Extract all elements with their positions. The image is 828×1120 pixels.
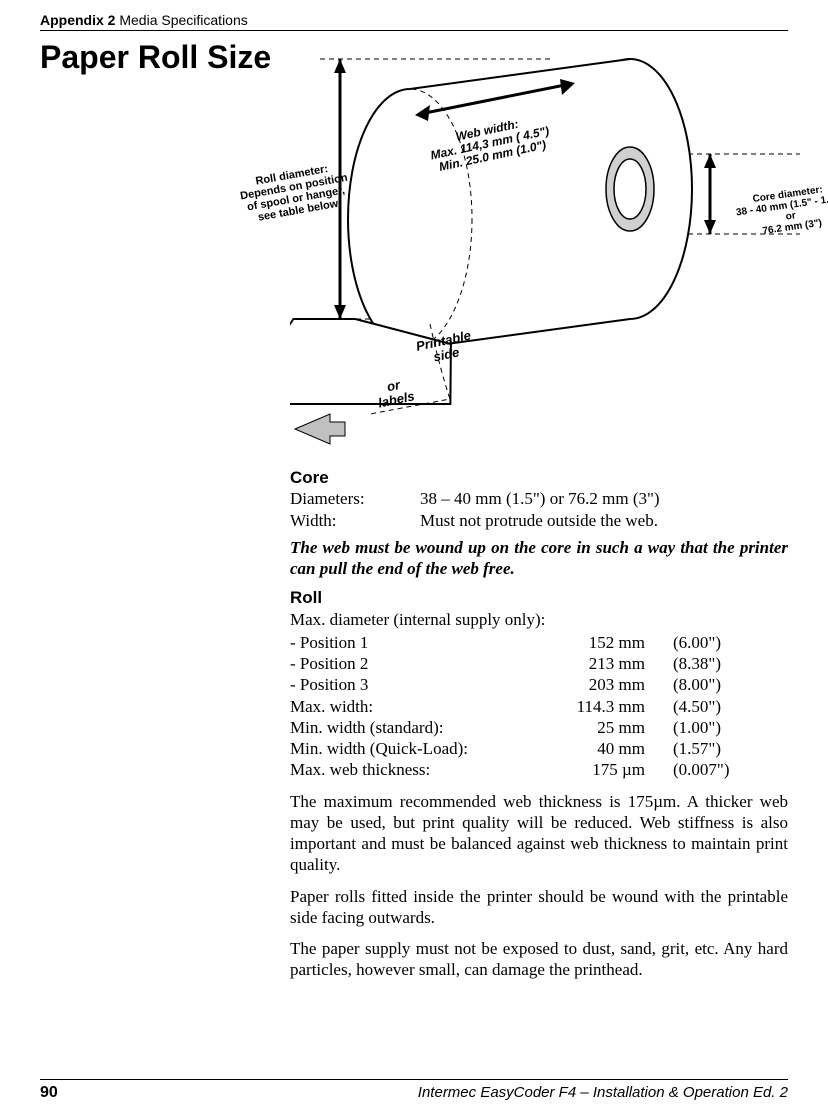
roll-row-in: (0.007")	[645, 759, 735, 780]
roll-row: - Position 1 152 mm (6.00")	[290, 632, 788, 653]
title-row: Paper Roll Size	[0, 31, 828, 459]
roll-row-mm: 114.3 mm	[550, 696, 645, 717]
page-number: 90	[40, 1084, 58, 1102]
roll-row-mm: 213 mm	[550, 653, 645, 674]
core-width-row: Width: Must not protrude outside the web…	[290, 510, 788, 531]
appendix-number: Appendix 2	[40, 12, 115, 28]
core-diameters-label: Diameters:	[290, 488, 420, 509]
roll-table: - Position 1 152 mm (6.00") - Position 2…	[290, 632, 788, 781]
core-width-value: Must not protrude outside the web.	[420, 510, 788, 531]
core-heading: Core	[290, 467, 788, 488]
page-footer: 90 Intermec EasyCoder F4 – Installation …	[40, 1079, 788, 1102]
roll-row-label: - Position 3	[290, 674, 550, 695]
roll-row-mm: 152 mm	[550, 632, 645, 653]
roll-row: - Position 3 203 mm (8.00")	[290, 674, 788, 695]
appendix-label: Appendix 2 Media Specifications	[40, 12, 788, 28]
core-diameters-value: 38 – 40 mm (1.5") or 76.2 mm (3")	[420, 488, 788, 509]
page-title: Paper Roll Size	[40, 39, 290, 76]
content-area: Core Diameters: 38 – 40 mm (1.5") or 76.…	[0, 467, 828, 981]
paragraph-thickness: The maximum recommended web thickness is…	[290, 791, 788, 876]
appendix-title: Media Specifications	[115, 12, 247, 28]
roll-row: Max. width: 114.3 mm (4.50")	[290, 696, 788, 717]
roll-row-label: - Position 1	[290, 632, 550, 653]
roll-row-label: Min. width (standard):	[290, 717, 550, 738]
roll-row: Min. width (Quick-Load): 40 mm (1.57")	[290, 738, 788, 759]
roll-row-label: Max. width:	[290, 696, 550, 717]
paragraph-dust: The paper supply must not be exposed to …	[290, 938, 788, 981]
roll-row-in: (8.38")	[645, 653, 735, 674]
footer-divider	[40, 1079, 788, 1080]
roll-row-in: (1.57")	[645, 738, 735, 759]
roll-row-in: (6.00")	[645, 632, 735, 653]
roll-row-in: (8.00")	[645, 674, 735, 695]
roll-row-mm: 175 µm	[550, 759, 645, 780]
roll-row-label: - Position 2	[290, 653, 550, 674]
page-header: Appendix 2 Media Specifications	[0, 0, 828, 31]
core-width-label: Width:	[290, 510, 420, 531]
roll-row: Min. width (standard): 25 mm (1.00")	[290, 717, 788, 738]
roll-row-mm: 40 mm	[550, 738, 645, 759]
roll-row-in: (1.00")	[645, 717, 735, 738]
roll-row-label: Min. width (Quick-Load):	[290, 738, 550, 759]
roll-row-in: (4.50")	[645, 696, 735, 717]
roll-row-mm: 203 mm	[550, 674, 645, 695]
roll-row-label: Max. web thickness:	[290, 759, 550, 780]
paper-roll-diagram: Roll diameter: Depends on position of sp…	[290, 39, 810, 459]
footer-title: Intermec EasyCoder F4 – Installation & O…	[418, 1084, 788, 1102]
core-diameters-row: Diameters: 38 – 40 mm (1.5") or 76.2 mm …	[290, 488, 788, 509]
winding-note: The web must be wound up on the core in …	[290, 537, 788, 580]
roll-heading: Roll	[290, 587, 788, 608]
roll-intro: Max. diameter (internal supply only):	[290, 609, 788, 630]
roll-row: Max. web thickness: 175 µm (0.007")	[290, 759, 788, 780]
paragraph-winding: Paper rolls fitted inside the printer sh…	[290, 886, 788, 929]
roll-row-mm: 25 mm	[550, 717, 645, 738]
roll-row: - Position 2 213 mm (8.38")	[290, 653, 788, 674]
